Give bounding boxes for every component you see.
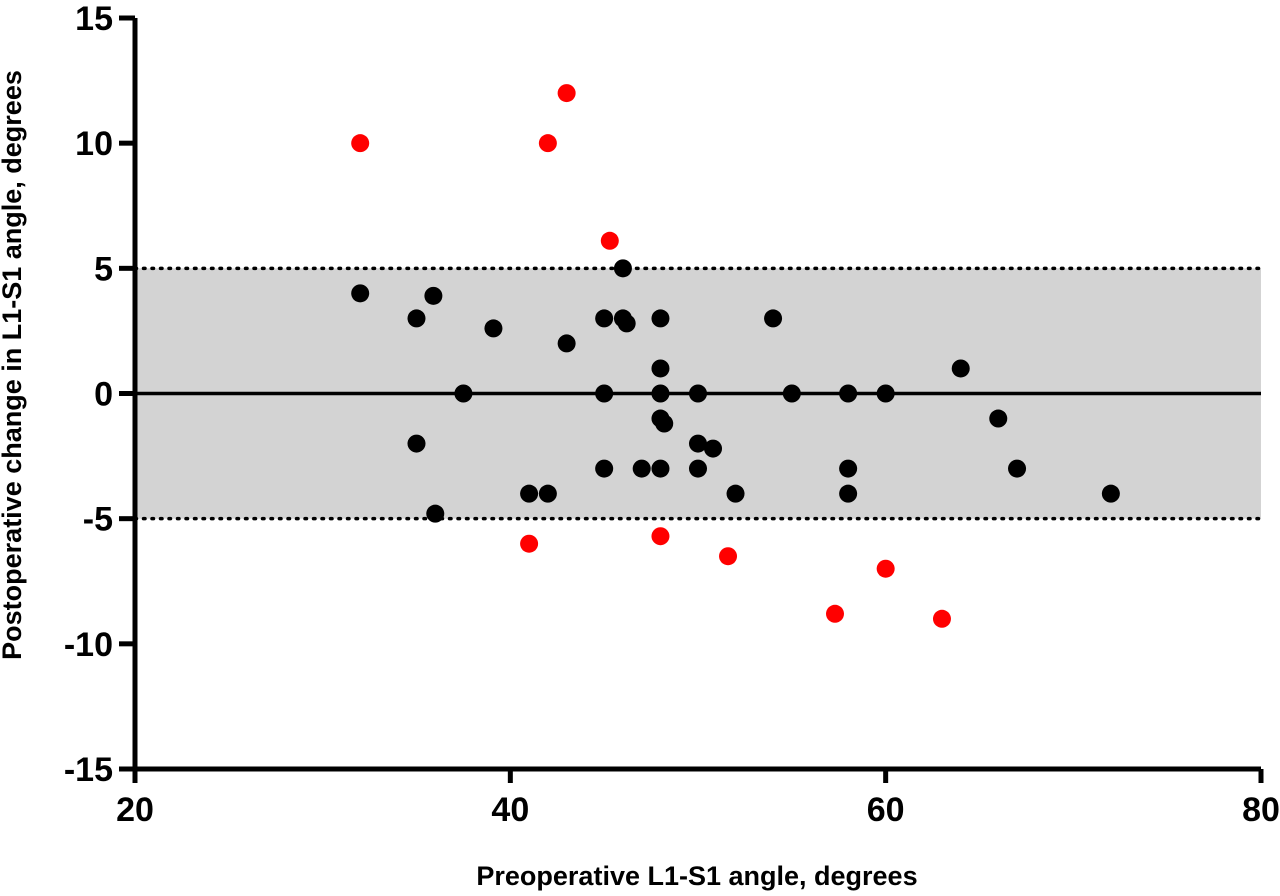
black-data-point xyxy=(617,314,636,333)
black-data-point xyxy=(689,434,707,453)
y-tick-label: 5 xyxy=(94,250,113,288)
y-axis: 15 10 5 0 -5 -10 -15 xyxy=(64,0,138,789)
black-data-point xyxy=(839,459,858,478)
black-data-point xyxy=(655,414,674,433)
black-data-point xyxy=(989,409,1008,428)
black-data-point xyxy=(632,459,651,478)
black-data-point xyxy=(595,459,614,478)
black-data-point xyxy=(538,484,557,503)
x-axis-label: Preoperative L1-S1 angle, degrees xyxy=(476,861,917,891)
x-tick-label: 20 xyxy=(116,791,154,829)
y-tick-label: -5 xyxy=(83,501,113,539)
black-data-point xyxy=(613,259,632,278)
black-data-point xyxy=(520,484,539,503)
red-data-point xyxy=(651,527,670,546)
black-data-point xyxy=(651,459,670,478)
black-data-point xyxy=(426,504,445,523)
black-data-point xyxy=(407,309,426,328)
black-data-point xyxy=(651,309,670,328)
red-data-point xyxy=(538,134,557,153)
black-data-point xyxy=(764,309,783,328)
black-data-point xyxy=(1008,459,1027,478)
black-data-point xyxy=(557,334,576,353)
y-tick-label: 15 xyxy=(75,0,113,38)
data-points xyxy=(351,84,1120,628)
black-data-point xyxy=(951,359,970,378)
x-tick-label: 40 xyxy=(491,791,529,829)
black-data-point xyxy=(651,384,670,403)
black-data-point xyxy=(839,384,858,403)
y-tick-label: -10 xyxy=(64,626,113,664)
y-tick-label: -15 xyxy=(64,751,113,789)
red-data-point xyxy=(932,609,951,628)
black-data-point xyxy=(689,384,707,403)
red-data-point xyxy=(825,604,844,623)
red-data-point xyxy=(557,84,576,103)
red-data-point xyxy=(520,534,539,553)
black-data-point xyxy=(424,286,443,305)
black-data-point xyxy=(782,384,801,403)
black-data-point xyxy=(407,434,426,453)
black-data-point xyxy=(351,284,370,303)
red-data-point xyxy=(719,547,738,566)
black-data-point xyxy=(1101,484,1120,503)
red-data-point xyxy=(876,559,895,578)
y-tick-label: 10 xyxy=(75,125,113,163)
black-data-point xyxy=(704,439,723,458)
black-data-point xyxy=(484,319,503,338)
black-data-point xyxy=(651,359,670,378)
black-data-point xyxy=(595,384,614,403)
x-tick-label: 60 xyxy=(867,791,905,829)
y-axis-label: Postoperative change in L1-S1 angle, deg… xyxy=(0,70,27,660)
black-data-point xyxy=(689,459,707,478)
black-data-point xyxy=(726,484,745,503)
x-axis: 20 40 60 80 xyxy=(116,766,1280,829)
y-tick-label: 0 xyxy=(94,376,113,414)
black-data-point xyxy=(595,309,614,328)
black-data-point xyxy=(454,384,473,403)
black-data-point xyxy=(876,384,895,403)
red-data-point xyxy=(351,134,370,153)
x-tick-label: 80 xyxy=(1242,791,1280,829)
black-data-point xyxy=(839,484,858,503)
red-data-point xyxy=(600,231,619,250)
